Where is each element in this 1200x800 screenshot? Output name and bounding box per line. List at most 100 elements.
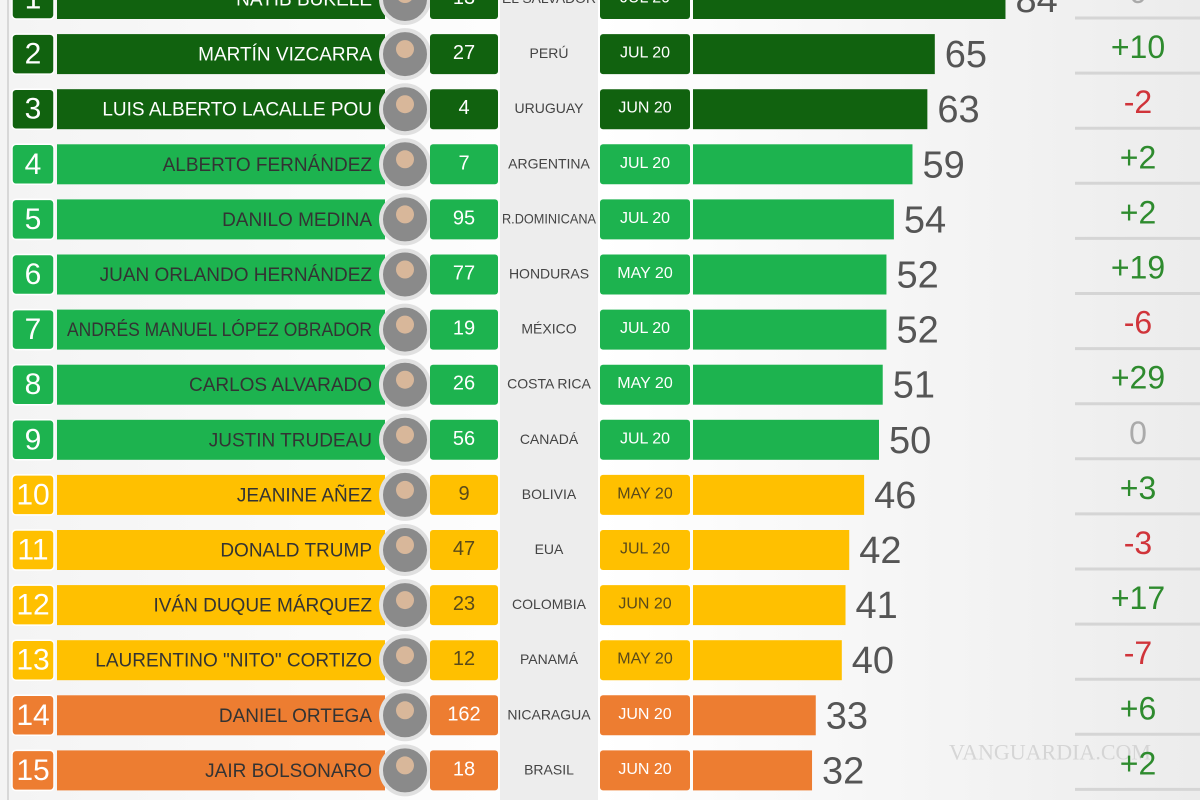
approval-bar — [693, 144, 913, 185]
days-box — [430, 0, 498, 19]
change: +10 — [1111, 29, 1165, 65]
rank: 1 — [25, 0, 42, 16]
approval-label: 50 — [889, 420, 931, 462]
name-bar — [57, 419, 385, 460]
rank-box — [11, 584, 55, 626]
name: LAURENTINO "NITO" CORTIZO — [95, 651, 372, 672]
name: DANILO MEDINA — [222, 210, 372, 231]
approval-bar — [693, 364, 883, 405]
photo-face — [396, 370, 414, 389]
rank: 7 — [25, 313, 42, 346]
days: 7 — [458, 152, 469, 174]
date: MAY 20 — [617, 485, 673, 502]
days: 47 — [453, 538, 475, 560]
date: JUL 20 — [620, 541, 670, 558]
date: JUL 20 — [620, 430, 670, 447]
country: PERÚ — [530, 45, 569, 61]
days-box — [430, 364, 498, 405]
change: +2 — [1120, 139, 1156, 175]
approval-bar — [693, 34, 935, 75]
photo-face — [396, 315, 414, 334]
country: NICARAGUA — [507, 706, 591, 722]
rank: 5 — [25, 203, 42, 236]
change: 0 — [1129, 0, 1147, 10]
photo-face — [396, 95, 414, 114]
rank-box — [11, 474, 55, 516]
days: 56 — [453, 428, 475, 450]
name-bar — [57, 89, 385, 130]
approval-bar — [693, 750, 813, 791]
change: +17 — [1111, 580, 1165, 616]
name-bar — [57, 34, 385, 75]
name: JUAN ORLANDO HERNÁNDEZ — [100, 265, 373, 286]
photo-face — [396, 591, 414, 610]
name-bar — [57, 309, 385, 350]
date: MAY 20 — [617, 265, 673, 282]
days-box — [430, 474, 498, 515]
rank: 14 — [16, 699, 49, 732]
country: HONDURAS — [509, 266, 589, 282]
days: 27 — [453, 42, 475, 64]
name: DONALD TRUMP — [220, 541, 372, 562]
name: MARTÍN VIZCARRA — [198, 45, 372, 66]
name-bar — [57, 585, 385, 626]
approval-label: 33 — [826, 695, 868, 737]
date-box — [600, 199, 690, 240]
date: JUN 20 — [618, 761, 671, 778]
photo — [379, 0, 431, 25]
name: IVÁN DUQUE MÁRQUEZ — [153, 596, 372, 617]
date-box — [600, 254, 690, 295]
name-bar — [57, 474, 385, 515]
date: JUN 20 — [618, 596, 671, 613]
photo-face — [396, 701, 414, 720]
date: JUL 20 — [620, 320, 670, 337]
date-box — [600, 309, 690, 350]
approval-label: 63 — [937, 89, 979, 131]
name: DANIEL ORTEGA — [219, 706, 372, 727]
name-bar — [57, 750, 385, 791]
approval-label: 52 — [896, 255, 938, 297]
approval-label: 42 — [859, 530, 901, 572]
rank-box — [11, 749, 55, 792]
country: EL SALVADOR — [502, 0, 596, 6]
days: 77 — [453, 263, 475, 285]
days: 23 — [453, 593, 475, 615]
rank: 3 — [25, 93, 42, 126]
name-bar — [57, 695, 385, 736]
approval-bar — [693, 530, 850, 570]
date-box — [600, 640, 690, 681]
change: -2 — [1124, 84, 1152, 120]
rank-box — [11, 143, 55, 186]
rank: 6 — [25, 258, 42, 291]
country-column — [500, 0, 598, 800]
name-bar — [57, 199, 385, 240]
date-box — [600, 530, 690, 570]
date: MAY 20 — [617, 651, 673, 668]
days-box — [430, 89, 498, 130]
days-box — [430, 695, 498, 736]
approval-label: 65 — [945, 34, 987, 76]
photo-face — [396, 480, 414, 499]
country: PANAMÁ — [520, 651, 579, 667]
approval-bar — [693, 0, 1006, 19]
approval-label: 32 — [822, 750, 864, 792]
days: 162 — [447, 703, 480, 725]
approval-bar — [693, 419, 879, 460]
watermark: VANGUARDIA.COM — [949, 740, 1151, 765]
country: URUGUAY — [515, 100, 585, 116]
rank-box — [11, 419, 55, 461]
rank: 10 — [16, 478, 49, 511]
date: JUN 20 — [618, 100, 671, 117]
days: 4 — [458, 97, 469, 119]
rank-box — [11, 88, 55, 130]
date: JUL 20 — [620, 45, 670, 62]
rank-box — [11, 253, 55, 296]
approval-label: 52 — [896, 310, 938, 352]
country: BRASIL — [524, 761, 574, 777]
date-box — [600, 585, 690, 626]
days-box — [430, 34, 498, 75]
date-box — [600, 0, 690, 19]
name: LUIS ALBERTO LACALLE POU — [102, 100, 372, 121]
country: BOLIVIA — [522, 486, 577, 502]
